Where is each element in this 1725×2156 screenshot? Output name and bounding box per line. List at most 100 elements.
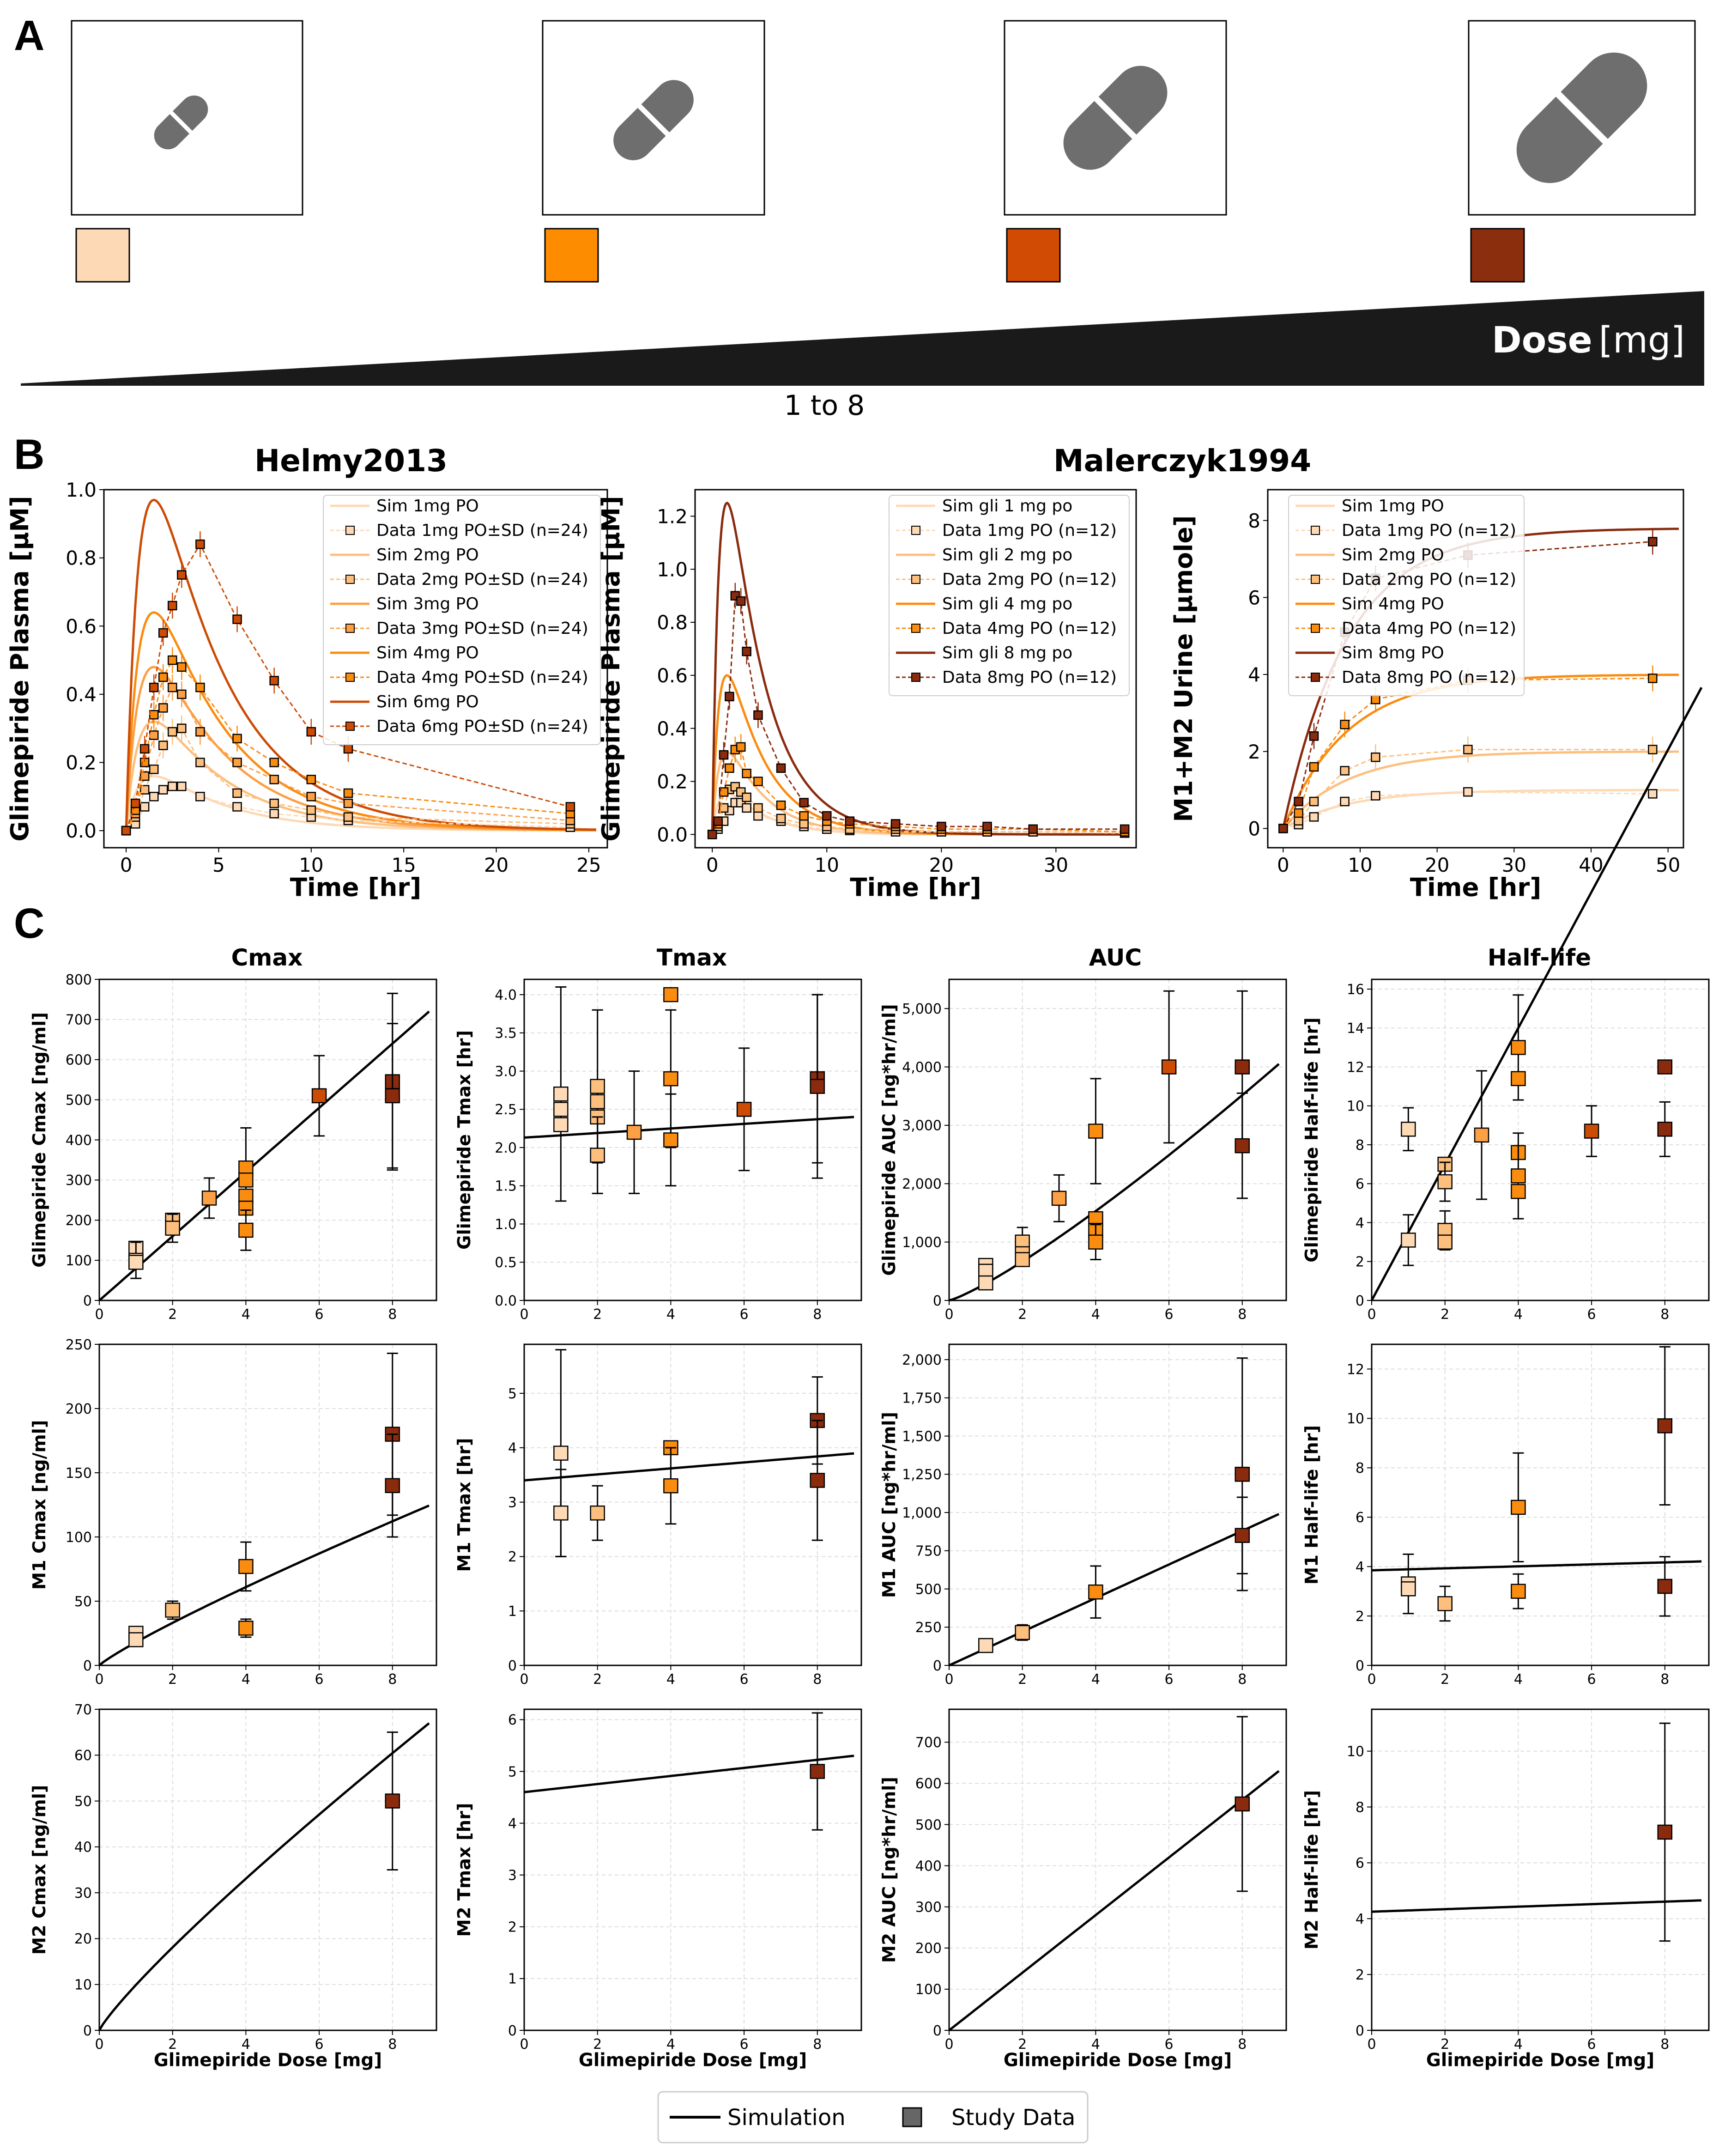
pk3-xtick-label: 8	[1238, 1306, 1247, 1323]
pk4-study-point	[1657, 1059, 1673, 1075]
pk11-plot-area	[949, 1709, 1286, 2030]
tc2-data-point	[799, 819, 809, 829]
pk2-ytick-label: 0.0	[495, 1293, 517, 1309]
pill-icon-xlarge	[1516, 52, 1647, 183]
pill-icon-large	[1063, 66, 1168, 170]
pk5-ytick-label: 0	[83, 1658, 92, 1674]
tc1-data-point	[158, 703, 168, 713]
tc3-xtick-label: 50	[1656, 854, 1680, 876]
pk5-xtick-label: 6	[315, 1671, 324, 1688]
tc1-data-point	[269, 808, 279, 819]
tc3-xtick-label: 40	[1579, 854, 1603, 876]
tc1-data-point	[232, 614, 242, 624]
tc2-ytick-label: 1.2	[657, 505, 688, 528]
pk8-frame	[1371, 1343, 1710, 1666]
pk11-frame	[948, 1708, 1287, 2031]
pk6-ytick-label: 3	[508, 1494, 517, 1511]
pk6-study-point	[590, 1505, 605, 1521]
pk9-ytick-label: 30	[74, 1885, 92, 1901]
pk3-xtick-label: 4	[1091, 1306, 1100, 1323]
tc2-data-point	[725, 692, 734, 702]
pk3-ylabel: Glimepiride AUC [ng*hr/ml]	[879, 1004, 900, 1275]
tc2-data-point	[1120, 824, 1130, 834]
pk2-study-point	[736, 1102, 752, 1117]
tc2-xtick-label: 10	[815, 854, 839, 876]
tc3-xtick-label: 0	[1277, 854, 1289, 876]
tc1-legend: Sim 1mg PO Data 1mg PO±SD (n=24) Sim 2mg P…	[323, 495, 601, 745]
tc2-data-point	[736, 596, 746, 606]
pk3-study-point	[1235, 1059, 1250, 1075]
pk8-ylabel: M1 Half-life [hr]	[1301, 1425, 1322, 1585]
tc2-data-point	[742, 646, 751, 656]
tc3-data-point	[1371, 791, 1380, 801]
pk-chart-2: 0 2 4 6 8 0.0 0.5 1.0 1.5 2.0 2.5 3.0 3.5 4.0 Glimepir…	[454, 978, 862, 1323]
pk1-ylabel: Glimepiride Cmax [ng/ml]	[29, 1012, 50, 1268]
tc1-ytick-label: 0.8	[66, 547, 97, 570]
tc2-ytick-label: 0.0	[657, 823, 688, 846]
pk-chart-11: 0 2 4 6 8 0 100 200 300 400 500 600 700 Glimepiride D…	[879, 1708, 1287, 2071]
tc1-legend-box	[323, 495, 601, 745]
tc3-data-point	[1309, 731, 1319, 741]
tc2-data-point	[845, 816, 855, 826]
tc1-data-point	[177, 570, 187, 580]
tc3-legend-label: Data 2mg PO (n=12)	[1342, 570, 1516, 589]
pk7-xtick-label: 8	[1238, 1671, 1247, 1688]
legend-study-label: Study Data	[951, 2105, 1075, 2131]
pk1-ytick-label: 200	[66, 1213, 92, 1229]
pk4-ytick-label: 0	[1356, 1293, 1364, 1309]
tc1-legend-label: Sim 2mg PO	[376, 546, 479, 565]
tc1-data-point	[177, 781, 187, 791]
dose-swatch-high	[1006, 228, 1061, 283]
tc2-data-point	[753, 811, 763, 821]
pk7-ytick-label: 500	[915, 1581, 942, 1597]
pk5-plot-area	[99, 1344, 436, 1665]
pk4-study-point	[1437, 1234, 1453, 1250]
pk4-study-point	[1401, 1122, 1416, 1137]
pk7-xtick-label: 6	[1165, 1671, 1174, 1688]
pk7-study-point	[1015, 1625, 1030, 1640]
pk11-study-point	[1235, 1796, 1250, 1812]
tc1-ytick-label: 1.0	[66, 479, 97, 501]
pk12-plot-area	[1372, 1709, 1709, 2030]
pk10-study-point	[810, 1764, 825, 1779]
pk10-xtick-label: 0	[520, 2036, 528, 2053]
tc1-data-point	[306, 792, 316, 802]
pk5-ytick-label: 250	[66, 1337, 92, 1353]
tc3-legend-box	[1288, 495, 1525, 696]
pk6-study-point	[553, 1505, 569, 1521]
tc2-xtick-label: 30	[1044, 854, 1068, 876]
pk6-simulation-line	[524, 1452, 854, 1482]
pk8-ytick-label: 6	[1356, 1510, 1364, 1526]
pill-box-1	[71, 20, 303, 216]
pk12-xtick-label: 8	[1660, 2036, 1669, 2053]
pk12-ylabel: M2 Half-life [hr]	[1301, 1790, 1322, 1950]
tc2-data-point	[742, 803, 751, 813]
pk10-xlabel: Glimepiride Dose [mg]	[579, 2050, 807, 2071]
pk4-simulation-line	[1370, 687, 1703, 1301]
pk10-ylabel: M2 Tmax [hr]	[454, 1803, 475, 1937]
tc2-legend-label: Sim gli 4 mg po	[942, 595, 1072, 613]
pk11-xtick-label: 2	[1018, 2036, 1027, 2053]
tc2-ytick-label: 0.6	[657, 664, 688, 687]
pk3-study-point	[1161, 1059, 1177, 1075]
pk7-ytick-label: 1,000	[902, 1505, 942, 1521]
tc2-data-point	[753, 710, 763, 720]
pk3-frame	[948, 978, 1287, 1301]
pk3-ytick-label: 4,000	[902, 1059, 942, 1075]
legend-study-marker	[902, 2107, 922, 2127]
pk2-study-point	[626, 1124, 642, 1140]
pk4-xtick-label: 6	[1587, 1306, 1596, 1323]
tc1-data-point	[232, 734, 242, 744]
tc2-legend-box	[889, 495, 1130, 696]
pk12-ytick-label: 0	[1356, 2023, 1364, 2039]
pk8-xtick-label: 0	[1367, 1671, 1376, 1688]
tc2-ytick-label: 0.4	[657, 717, 688, 740]
tc3-data-point	[1294, 796, 1303, 807]
tc3-data-point	[1340, 766, 1350, 776]
tc1-data-point	[130, 798, 140, 808]
pk10-frame	[523, 1708, 862, 2031]
pk7-xtick-label: 2	[1018, 1671, 1027, 1688]
pk5-ytick-label: 100	[66, 1530, 92, 1546]
pk7-frame	[948, 1343, 1287, 1666]
pk12-xtick-label: 6	[1587, 2036, 1596, 2053]
